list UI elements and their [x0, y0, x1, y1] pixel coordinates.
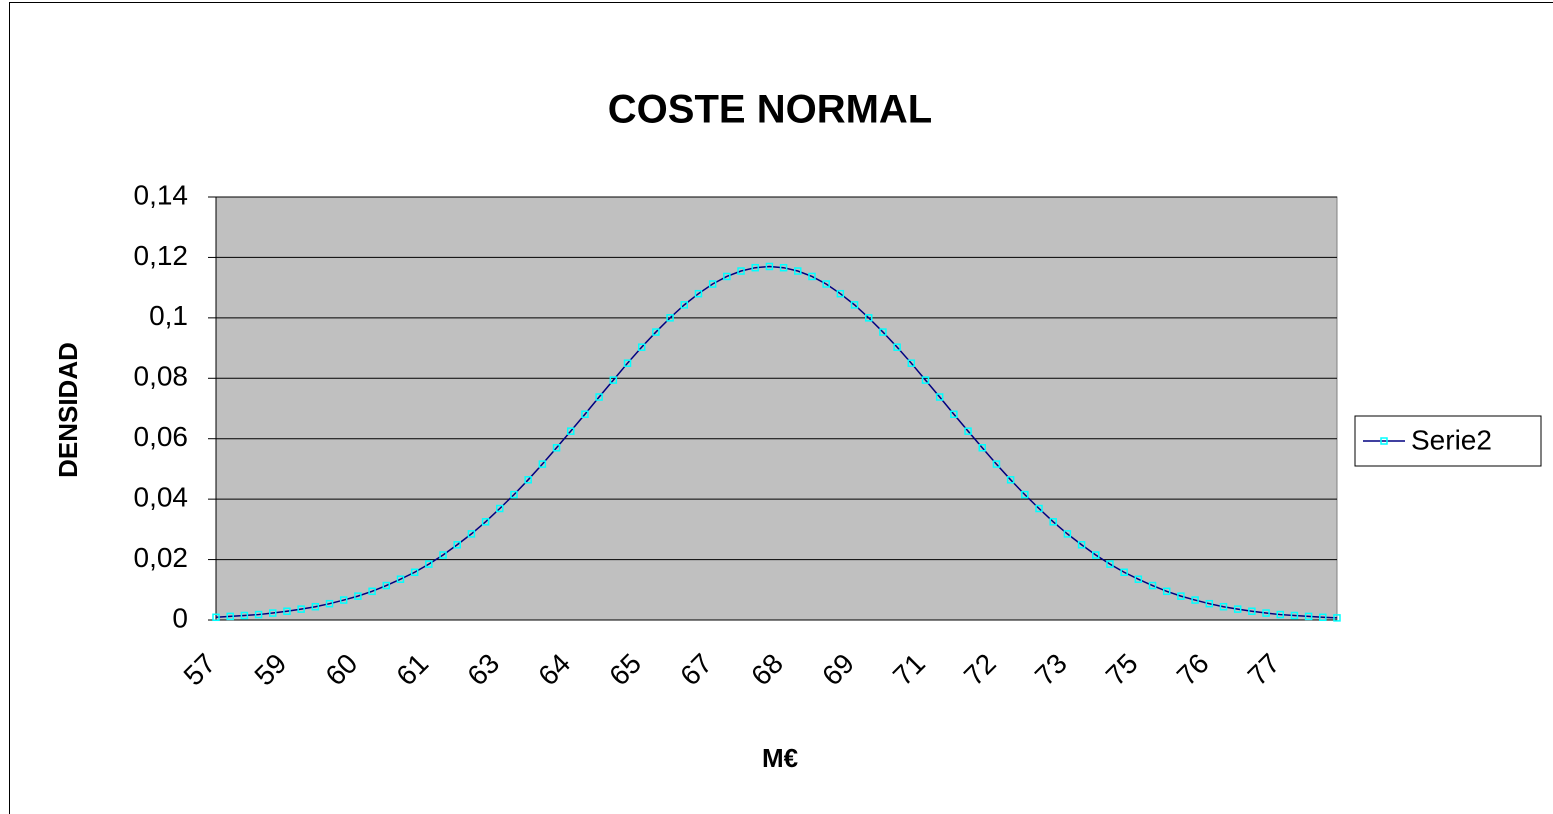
- marker: [1276, 610, 1284, 619]
- marker: [538, 460, 547, 468]
- marker: [566, 427, 575, 435]
- marker: [297, 605, 305, 613]
- marker: [1049, 518, 1057, 526]
- marker: [1304, 612, 1313, 621]
- marker: [751, 263, 759, 272]
- marker: [1290, 611, 1299, 620]
- marker: [978, 444, 987, 452]
- marker: [964, 427, 972, 435]
- marker: [212, 613, 220, 622]
- marker: [1205, 599, 1214, 608]
- marker: [467, 530, 476, 538]
- marker: [879, 328, 887, 336]
- marker: [1063, 530, 1072, 538]
- marker: [779, 263, 788, 272]
- marker: [368, 587, 376, 596]
- marker: [1106, 560, 1114, 568]
- marker: [1262, 609, 1270, 617]
- marker: [425, 560, 433, 568]
- marker: [1134, 575, 1143, 583]
- marker: [410, 568, 419, 577]
- y-tick-label: 0,08: [134, 361, 189, 392]
- marker: [226, 612, 234, 621]
- marker: [694, 289, 703, 298]
- marker: [1248, 607, 1256, 615]
- marker: [1219, 602, 1228, 611]
- marker: [1035, 504, 1043, 513]
- marker: [339, 596, 348, 604]
- legend-marker: [1380, 437, 1388, 445]
- marker: [439, 551, 447, 559]
- marker: [921, 376, 930, 384]
- marker: [708, 280, 717, 288]
- marker: [1148, 581, 1157, 590]
- marker: [581, 410, 589, 418]
- legend-label: Serie2: [1411, 424, 1492, 455]
- marker: [723, 272, 731, 281]
- chart-title: COSTE NORMAL: [608, 88, 932, 132]
- marker: [765, 262, 774, 271]
- y-tick-label: 0,14: [134, 179, 189, 210]
- marker: [680, 301, 689, 309]
- marker: [269, 609, 277, 617]
- marker: [325, 599, 334, 608]
- marker: [1092, 551, 1100, 559]
- marker: [1319, 613, 1327, 622]
- x-axis-label: M€: [762, 743, 798, 773]
- marker: [623, 359, 632, 367]
- marker: [1233, 605, 1242, 613]
- marker: [354, 592, 362, 600]
- marker: [311, 602, 320, 611]
- marker: [737, 267, 745, 275]
- marker: [1077, 541, 1086, 549]
- marker: [240, 611, 249, 620]
- marker: [481, 518, 490, 526]
- marker: [666, 314, 674, 322]
- y-tick-label: 0: [172, 602, 188, 633]
- marker: [552, 444, 561, 452]
- marker: [893, 343, 901, 351]
- marker: [1177, 592, 1185, 600]
- marker: [808, 272, 816, 281]
- marker: [1120, 568, 1128, 577]
- y-tick-label: 0,02: [134, 542, 189, 573]
- marker: [850, 301, 859, 309]
- marker: [1021, 490, 1029, 499]
- marker: [524, 476, 532, 484]
- marker: [396, 575, 405, 583]
- marker: [254, 610, 263, 619]
- marker: [1191, 596, 1199, 604]
- marker: [822, 280, 830, 288]
- marker: [496, 504, 504, 513]
- marker: [595, 393, 603, 401]
- marker: [992, 460, 1001, 468]
- marker: [609, 376, 618, 384]
- marker: [382, 581, 391, 590]
- marker: [637, 343, 646, 351]
- marker: [864, 314, 873, 322]
- y-tick-label: 0,04: [134, 482, 189, 513]
- y-tick-label: 0,1: [149, 300, 188, 331]
- marker: [1006, 476, 1015, 484]
- marker: [1162, 587, 1171, 596]
- marker: [510, 490, 518, 499]
- marker: [935, 393, 944, 401]
- plot-area: [215, 196, 1338, 621]
- marker: [836, 289, 845, 298]
- marker: [1333, 614, 1341, 622]
- marker: [652, 328, 660, 336]
- y-axis-label: DENSIDAD: [53, 342, 83, 478]
- marker: [950, 410, 958, 418]
- y-tick-label: 0,06: [134, 421, 189, 452]
- marker: [907, 359, 916, 367]
- y-tick-label: 0,12: [134, 240, 189, 271]
- marker: [453, 541, 461, 549]
- marker: [794, 267, 802, 275]
- marker: [283, 607, 291, 615]
